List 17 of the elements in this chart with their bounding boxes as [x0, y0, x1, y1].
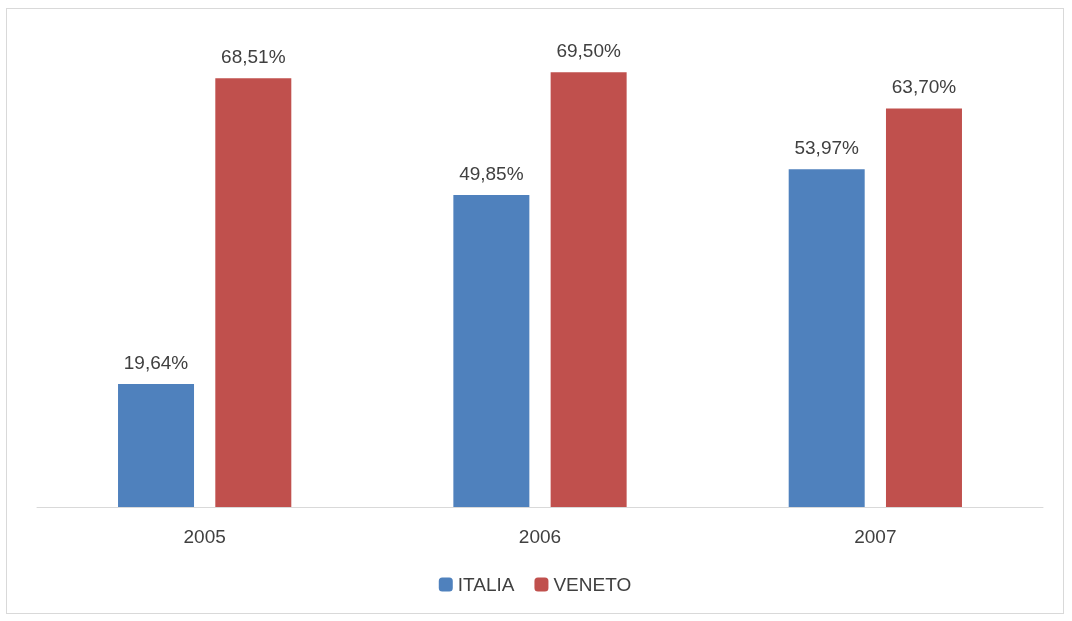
bar	[885, 108, 962, 507]
bar	[118, 384, 195, 507]
data-label: 68,51%	[221, 46, 286, 68]
legend-label: VENETO	[553, 574, 632, 595]
bar	[453, 195, 530, 507]
legend-label: ITALIA	[457, 574, 515, 595]
data-label: 49,85%	[459, 163, 524, 185]
data-label: 53,97%	[794, 137, 860, 159]
x-tick-label: 2005	[183, 526, 226, 547]
bar	[788, 169, 865, 507]
data-label: 19,64%	[123, 352, 189, 374]
bar	[550, 72, 627, 507]
data-label: 69,50%	[556, 40, 621, 62]
x-tick-label: 2007	[854, 526, 897, 547]
data-label: 63,70%	[891, 76, 957, 98]
bar	[215, 78, 292, 507]
x-tick-label: 2006	[518, 526, 562, 547]
